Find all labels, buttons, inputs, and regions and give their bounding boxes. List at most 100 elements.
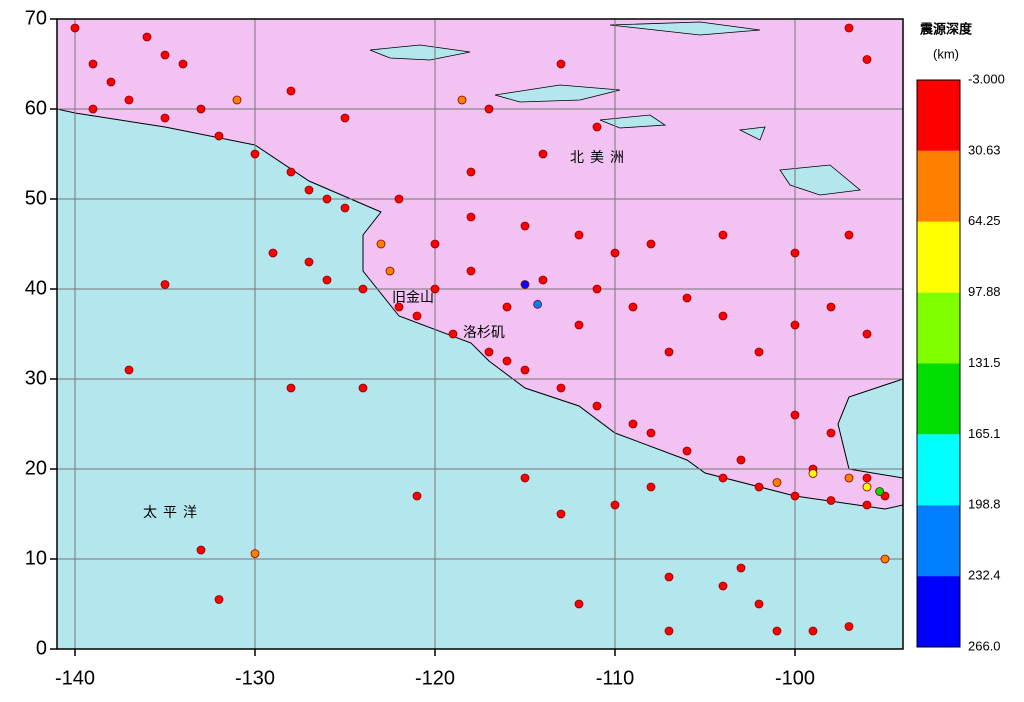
colorbar-band: [917, 292, 960, 364]
colorbar-label: 232.4: [968, 568, 1001, 583]
earthquake-point: [340, 113, 350, 123]
y-tick-label: 50: [25, 187, 47, 209]
earthquake-point: [484, 347, 494, 357]
earthquake-point: [70, 23, 80, 33]
colorbar-band: [917, 150, 960, 222]
earthquake-point: [610, 500, 620, 510]
colorbar-band: [917, 434, 960, 506]
earthquake-point: [430, 284, 440, 294]
earthquake-point: [808, 469, 818, 478]
earthquake-point: [124, 95, 134, 105]
earthquake-point: [142, 32, 152, 42]
earthquake-point: [304, 185, 314, 195]
earthquake-point: [430, 239, 440, 249]
earthquake-point: [574, 230, 584, 240]
x-tick-label: -140: [55, 667, 95, 689]
earthquake-point: [466, 167, 476, 177]
earthquake-point: [592, 122, 602, 132]
earthquake-point: [358, 383, 368, 393]
colorbar-band: [917, 363, 960, 435]
earthquake-point: [682, 293, 692, 303]
earthquake-point: [385, 266, 395, 276]
earthquake-point: [646, 239, 656, 249]
colorbar-unit: (km): [933, 46, 959, 61]
earthquake-point: [268, 248, 278, 258]
y-tick-label: 70: [25, 7, 47, 29]
lake: [738, 126, 766, 141]
land: [57, 19, 903, 510]
earthquake-point: [286, 86, 296, 96]
earthquake-point: [790, 491, 800, 501]
earthquake-point: [88, 59, 98, 69]
earthquake-point: [790, 248, 800, 258]
earthquake-point: [772, 478, 782, 487]
earthquake-point: [538, 275, 548, 285]
earthquake-point: [556, 59, 566, 69]
earthquake-point: [592, 401, 602, 411]
earthquake-point: [574, 599, 584, 609]
y-tick-label: 10: [25, 547, 47, 569]
colorbar-title: 震源深度: [919, 21, 973, 36]
colorbar-label: 266.0: [968, 638, 1001, 653]
y-tick-label: 60: [25, 97, 47, 119]
x-tick-label: -130: [235, 667, 275, 689]
earthquake-point: [214, 131, 224, 141]
colorbar-label: 97.88: [968, 284, 1001, 299]
earthquake-point: [286, 167, 296, 177]
earthquake-point: [754, 347, 764, 357]
x-tick-label: -110: [596, 667, 635, 689]
earthquake-point: [826, 496, 836, 505]
earthquake-point: [466, 212, 476, 222]
y-tick-label: 40: [25, 277, 47, 299]
lake: [369, 44, 471, 61]
earthquake-point: [533, 299, 542, 309]
earthquake-point: [646, 482, 656, 492]
earthquake-point: [718, 473, 728, 483]
earthquake-point: [646, 428, 656, 438]
earthquake-point: [250, 149, 260, 159]
earthquake-point: [196, 104, 206, 114]
earthquake-point: [412, 491, 422, 501]
earthquake-point: [538, 149, 548, 159]
earthquake-point: [862, 473, 872, 483]
earthquake-point: [844, 473, 854, 483]
y-tick-label: 0: [36, 637, 47, 659]
earthquake-point: [682, 446, 692, 456]
colorbar-label: 131.5: [968, 355, 1001, 370]
earthquake-point: [790, 410, 800, 420]
earthquake-point: [160, 280, 170, 289]
earthquake-point: [844, 622, 854, 631]
colorbar-frame: [916, 79, 961, 648]
earthquake-point: [628, 419, 638, 429]
lake: [494, 84, 621, 103]
earthquake-point: [322, 194, 332, 204]
gulf: [837, 378, 903, 479]
earthquake-point: [880, 554, 890, 564]
y-tick-label: 20: [25, 457, 47, 479]
colorbar-band: [917, 221, 960, 293]
earthquake-point: [358, 284, 368, 294]
earthquake-point: [304, 257, 314, 267]
earthquake-point: [484, 104, 494, 114]
map-label: 洛杉矶: [463, 325, 505, 341]
earthquake-point: [844, 23, 854, 33]
earthquake-point: [106, 77, 116, 87]
colorbar-label: -3.000: [968, 71, 1005, 86]
earthquake-point: [808, 626, 818, 636]
earthquake-point: [502, 302, 512, 312]
map-label: 太平洋: [143, 505, 203, 521]
earthquake-point: [772, 626, 782, 636]
earthquake-point: [376, 239, 386, 249]
map-label: 旧金山: [392, 290, 434, 306]
earthquake-point: [664, 347, 674, 357]
earthquake-point: [466, 266, 476, 276]
earthquake-point: [394, 194, 404, 204]
earthquake-point: [520, 221, 530, 231]
earthquake-point: [844, 230, 854, 240]
earthquake-point: [754, 482, 764, 492]
y-tick-label: 30: [25, 367, 47, 389]
colorbar-label: 165.1: [968, 426, 1001, 441]
colorbar: 震源深度 (km) -3.000 30.63 64.25 97.88 131.5 165.…: [916, 21, 1005, 653]
